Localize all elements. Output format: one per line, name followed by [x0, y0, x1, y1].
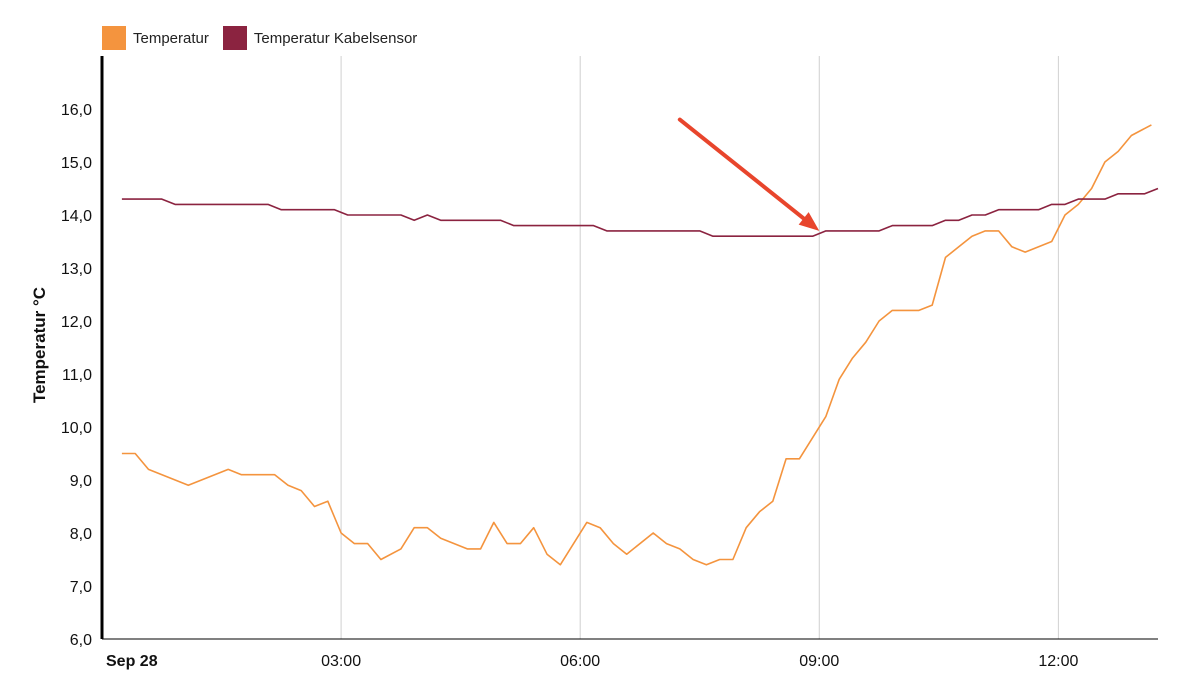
y-tick-label: 15,0	[61, 155, 92, 172]
legend-item-kabelsensor[interactable]: Temperatur Kabelsensor	[222, 26, 418, 50]
x-tick-label: 12:00	[1038, 653, 1078, 670]
chart-legend: Temperatur Temperatur Kabelsensor	[102, 26, 417, 50]
y-tick-label: 13,0	[61, 261, 92, 278]
x-tick-label: 06:00	[560, 653, 600, 670]
x-tick-label: Sep 28	[106, 653, 158, 670]
y-tick-label: 6,0	[70, 632, 92, 649]
annotation-arrow-shaft	[677, 117, 806, 221]
legend-swatch-kabelsensor	[222, 26, 247, 50]
annotation-arrow-head	[798, 212, 820, 231]
legend-label-temperatur: Temperatur	[133, 29, 209, 47]
y-tick-label: 8,0	[70, 526, 92, 543]
y-tick-label: 11,0	[62, 367, 92, 384]
x-tick-label: 03:00	[321, 653, 361, 670]
series-line-temperatur	[121, 124, 1152, 566]
x-tick-label: 09:00	[799, 653, 839, 670]
legend-swatch-temperatur	[102, 26, 126, 50]
y-tick-label: 7,0	[70, 579, 92, 596]
y-tick-label: 9,0	[70, 473, 92, 490]
series-line-kabelsensor	[121, 187, 1159, 237]
legend-label-kabelsensor: Temperatur Kabelsensor	[253, 29, 418, 47]
y-tick-label: 12,0	[61, 314, 92, 331]
y-tick-label: 14,0	[61, 208, 92, 225]
y-tick-label: 10,0	[61, 420, 92, 437]
y-tick-label: 16,0	[61, 102, 92, 119]
legend-item-temperatur[interactable]: Temperatur	[102, 26, 209, 50]
